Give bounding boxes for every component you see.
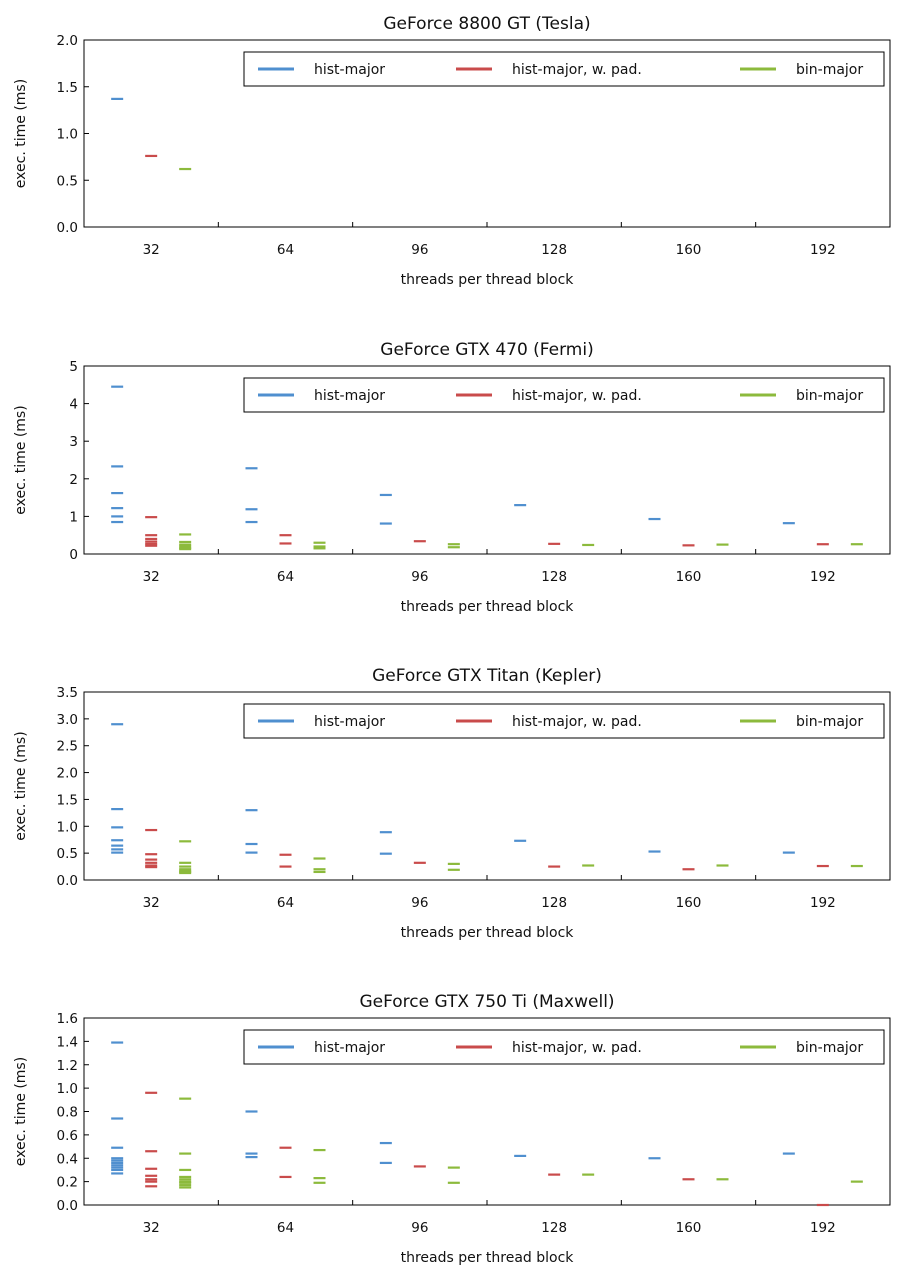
y-tick-label: 1.5: [57, 80, 78, 96]
chart-panel-2: GeForce GTX 470 (Fermi) 0 1 2 3 4 5 32 64 96 128 16…: [13, 340, 891, 615]
y-axis-label: exec. time (ms): [13, 731, 29, 840]
y-axis-label: exec. time (ms): [13, 405, 29, 514]
y-tick-label: 5: [69, 359, 78, 375]
legend-label: hist-major: [314, 388, 385, 404]
legend-label: bin-major: [796, 62, 863, 78]
x-tick-label: 160: [676, 242, 702, 258]
legend-label: hist-major, w. pad.: [512, 1040, 642, 1056]
y-tick-label: 2.5: [57, 739, 78, 755]
chart-panel-4: GeForce GTX 750 Ti (Maxwell) 0.0 0.2 0.4 0.6…: [13, 992, 891, 1266]
x-tick-label: 64: [277, 1220, 294, 1236]
y-tick-label: 3.5: [57, 685, 78, 701]
y-tick-label: 1.0: [57, 1081, 78, 1097]
legend-box: [243, 377, 885, 413]
x-tick-label: 128: [541, 1220, 567, 1236]
y-tick-label: 3.0: [57, 712, 78, 728]
legend: hist-major hist-major, w. pad. bin-major: [243, 1029, 885, 1065]
y-tick-label: 0.0: [57, 873, 78, 889]
x-tick-label: 192: [810, 1220, 836, 1236]
legend-label: hist-major: [314, 62, 385, 78]
y-tick-label: 2.0: [57, 766, 78, 782]
legend: hist-major hist-major, w. pad. bin-major: [243, 51, 885, 87]
x-axis-label: threads per thread block: [401, 925, 575, 941]
legend-label: hist-major: [314, 1040, 385, 1056]
x-tick-label: 64: [277, 895, 294, 911]
legend-label: hist-major, w. pad.: [512, 62, 642, 78]
x-tick-label: 96: [411, 895, 428, 911]
legend-label: hist-major, w. pad.: [512, 714, 642, 730]
legend-label: hist-major, w. pad.: [512, 388, 642, 404]
legend: hist-major hist-major, w. pad. bin-major: [243, 377, 885, 413]
legend-box: [243, 1029, 885, 1065]
chart-panel-3: GeForce GTX Titan (Kepler) 0.0 0.5 1.0 1.5 2.…: [13, 666, 891, 941]
y-tick-label: 1: [69, 509, 78, 525]
y-tick-label: 1.6: [57, 1011, 78, 1027]
x-tick-label: 96: [411, 1220, 428, 1236]
y-axis-label: exec. time (ms): [13, 1057, 29, 1166]
y-axis-label: exec. time (ms): [13, 79, 29, 188]
y-tick-label: 0.8: [57, 1105, 78, 1121]
x-tick-label: 32: [143, 569, 160, 585]
x-axis-label: threads per thread block: [401, 1250, 575, 1266]
x-tick-label: 32: [143, 242, 160, 258]
x-tick-label: 128: [541, 242, 567, 258]
legend-box: [243, 51, 885, 87]
chart-panel-1: GeForce 8800 GT (Tesla) 0.0 0.5 1.0 1.5 2.0 32…: [13, 14, 891, 288]
x-tick-label: 32: [143, 1220, 160, 1236]
y-tick-label: 0.0: [57, 220, 78, 236]
legend-label: bin-major: [796, 1040, 863, 1056]
x-axis-label: threads per thread block: [401, 272, 575, 288]
y-tick-label: 0: [69, 547, 78, 563]
x-tick-label: 64: [277, 242, 294, 258]
legend-box: [243, 703, 885, 739]
x-tick-label: 192: [810, 895, 836, 911]
chart-title: GeForce 8800 GT (Tesla): [383, 14, 590, 34]
y-tick-label: 4: [69, 397, 78, 413]
y-tick-label: 0.6: [57, 1128, 78, 1144]
x-tick-label: 160: [676, 569, 702, 585]
legend-label: bin-major: [796, 388, 863, 404]
y-tick-label: 1.2: [57, 1058, 78, 1074]
legend-label: bin-major: [796, 714, 863, 730]
x-tick-label: 160: [676, 895, 702, 911]
x-tick-label: 128: [541, 569, 567, 585]
y-tick-label: 0.5: [57, 846, 78, 862]
y-tick-label: 2: [69, 472, 78, 488]
x-tick-label: 96: [411, 242, 428, 258]
y-tick-label: 0.4: [57, 1151, 78, 1167]
x-tick-label: 32: [143, 895, 160, 911]
x-tick-label: 192: [810, 242, 836, 258]
x-tick-label: 64: [277, 569, 294, 585]
y-tick-label: 0.0: [57, 1198, 78, 1214]
x-tick-label: 192: [810, 569, 836, 585]
y-tick-label: 1.5: [57, 792, 78, 808]
x-tick-label: 96: [411, 569, 428, 585]
chart-title: GeForce GTX 470 (Fermi): [380, 340, 593, 360]
chart-title: GeForce GTX Titan (Kepler): [372, 666, 602, 686]
y-tick-label: 2.0: [57, 33, 78, 49]
legend: hist-major hist-major, w. pad. bin-major: [243, 703, 885, 739]
x-tick-label: 128: [541, 895, 567, 911]
chart-title: GeForce GTX 750 Ti (Maxwell): [359, 992, 614, 1012]
legend-label: hist-major: [314, 714, 385, 730]
y-tick-label: 1.0: [57, 127, 78, 143]
y-tick-label: 0.5: [57, 173, 78, 189]
y-tick-label: 3: [69, 434, 78, 450]
x-tick-label: 160: [676, 1220, 702, 1236]
y-tick-label: 1.0: [57, 819, 78, 835]
y-tick-label: 1.4: [57, 1034, 78, 1050]
y-tick-label: 0.2: [57, 1175, 78, 1191]
x-axis-label: threads per thread block: [401, 599, 575, 615]
